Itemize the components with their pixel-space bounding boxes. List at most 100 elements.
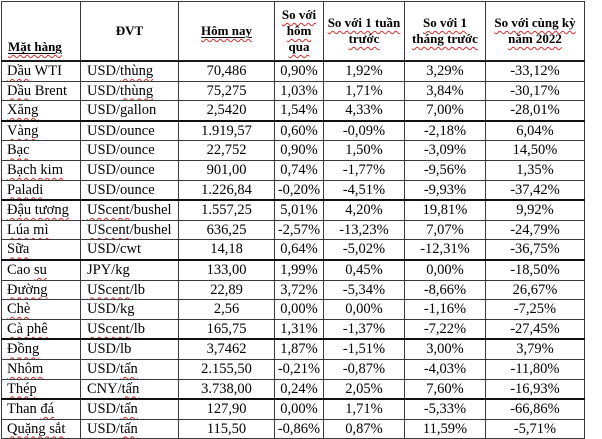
cell-unit: UScent/lb: [80, 279, 179, 301]
cell-vs-2022: 14,50%: [485, 140, 585, 161]
cell-today: 14,18: [178, 239, 275, 261]
col-header-vs-2022: So với cùng kỳ năm 2022: [485, 1, 585, 62]
cell-vs-yesterday: -0,86%: [274, 418, 324, 439]
cell-today: 3,7462: [178, 338, 275, 360]
cell-unit: USD/gallon: [80, 100, 179, 122]
spellcheck-underline: Nhôm: [7, 360, 44, 377]
cell-vs-yesterday: 0,24%: [274, 378, 324, 401]
cell-vs-yesterday: 0,90%: [274, 140, 324, 161]
table-row: Bạc USD/ounce 22,752 0,90% 1,50% -3,09% 14,50%: [1, 140, 585, 161]
cell-commodity: Chè: [1, 299, 81, 320]
table-row: Dầu WTI USD/thùng 70,486 0,90% 1,92% 3,29% -33…: [1, 60, 585, 82]
cell-unit: USD/lb: [80, 338, 179, 360]
cell-unit: USD/ounce: [80, 120, 179, 142]
table-row: Nhôm USD/tấn 2.155,50 -0,21% -0,87% -4,03% -11…: [1, 358, 585, 380]
cell-vs-2022: -33,12%: [485, 60, 585, 82]
spellcheck-underline: Sữa: [7, 241, 30, 258]
cell-unit: USD/ounce: [80, 179, 179, 202]
cell-unit: UScent/bushel: [80, 199, 179, 221]
cell-today: 22,89: [178, 279, 275, 301]
spellcheck-underline: Lúa mì: [7, 221, 49, 238]
spellcheck-underline: Vàng: [7, 122, 39, 139]
cell-vs-week: -5,02%: [323, 239, 405, 261]
spellcheck-underline: Dầu: [7, 82, 32, 99]
col-header-vs-week: So với 1 tuần trước: [323, 1, 405, 62]
spellcheck-underline: Paladi: [7, 181, 44, 198]
table-row: Đường UScent/lb 22,89 3,72% -5,34% -8,66% 26,6…: [1, 279, 585, 301]
cell-vs-yesterday: 0,64%: [274, 239, 324, 261]
cell-unit: USD/thùng: [80, 80, 179, 102]
cell-vs-month: -4,03%: [404, 358, 486, 380]
cell-vs-month: -3,09%: [404, 140, 486, 161]
table-row: Chè USD/kg 2,56 0,00% 0,00% -1,16% -7,25%: [1, 299, 585, 320]
cell-vs-2022: -7,25%: [485, 299, 585, 320]
cell-today: 2,56: [178, 299, 275, 320]
cell-vs-2022: -28,01%: [485, 100, 585, 122]
cell-commodity: Vàng: [1, 120, 81, 142]
cell-vs-month: -9,93%: [404, 179, 486, 202]
cell-vs-yesterday: -0,20%: [274, 179, 324, 202]
cell-vs-yesterday: 3,72%: [274, 279, 324, 301]
spellcheck-underline: UScent: [87, 320, 130, 337]
cell-commodity: Bạc: [1, 140, 81, 161]
cell-commodity: Dầu Brent: [1, 80, 81, 102]
cell-vs-week: -5,34%: [323, 279, 405, 301]
spellcheck-underline: đá: [40, 401, 55, 418]
cell-vs-week: -13,23%: [323, 219, 405, 241]
cell-vs-2022: -5,71%: [485, 418, 585, 439]
cell-unit: USD/ounce: [80, 159, 179, 181]
table-row: Cao su JPY/kg 133,00 1,99% 0,45% 0,00% -18,50%: [1, 259, 585, 281]
commodity-price-table: Mặt hàng ĐVT Hôm nay So với hôm qua So với 1…: [1, 1, 585, 439]
cell-vs-week: 0,45%: [323, 259, 405, 281]
spellcheck-underline: tấn: [120, 360, 138, 377]
cell-vs-yesterday: 0,00%: [274, 299, 324, 320]
cell-vs-2022: 3,79%: [485, 338, 585, 360]
cell-today: 133,00: [178, 259, 275, 281]
cell-vs-yesterday: 1,99%: [274, 259, 324, 281]
spellcheck-underline: Đường: [7, 281, 48, 298]
col-header-unit: ĐVT: [80, 1, 179, 62]
cell-vs-yesterday: 1,31%: [274, 318, 324, 341]
cell-vs-2022: 9,92%: [485, 199, 585, 221]
cell-unit: USD/ounce: [80, 140, 179, 161]
spellcheck-underline: tấn: [120, 401, 138, 418]
header-row: Mặt hàng ĐVT Hôm nay So với hôm qua So với 1…: [1, 1, 585, 62]
table-row: Vàng USD/ounce 1.919,57 0,60% -0,09% -2,18% 6,…: [1, 120, 585, 142]
cell-vs-month: 3,00%: [404, 338, 486, 360]
cell-vs-2022: -16,93%: [485, 378, 585, 401]
cell-today: 2,5420: [178, 100, 275, 122]
cell-vs-month: -7,22%: [404, 318, 486, 341]
cell-vs-week: 1,71%: [323, 80, 405, 102]
spellcheck-underline: Bạc: [7, 142, 30, 159]
cell-commodity: Cao su: [1, 259, 81, 281]
cell-vs-month: -9,56%: [404, 159, 486, 181]
cell-commodity: Quặng sắt: [1, 418, 81, 439]
cell-today: 1.226,84: [178, 179, 275, 202]
cell-today: 127,90: [178, 398, 275, 420]
cell-unit: USD/thùng: [80, 60, 179, 82]
cell-today: 70,486: [178, 60, 275, 82]
spellcheck-underline: Đậu tương: [7, 202, 69, 219]
spellcheck-underline: Cà phê: [7, 320, 48, 337]
spellcheck-underline: thùng: [120, 82, 154, 99]
cell-vs-2022: -27,45%: [485, 318, 585, 341]
table-row: Than đá USD/tấn 127,90 0,00% 1,71% -5,33% -66,…: [1, 398, 585, 420]
table-row: Quặng sắt USD/tấn 115,50 -0,86% 0,87% 11,59% -…: [1, 418, 585, 439]
col-header-vs-yesterday: So với hôm qua: [274, 1, 324, 62]
cell-today: 75,275: [178, 80, 275, 102]
spellcheck-underline: Dầu: [7, 63, 32, 80]
cell-commodity: Than đá: [1, 398, 81, 420]
cell-vs-month: 7,00%: [404, 100, 486, 122]
spellcheck-underline: UScent: [87, 202, 130, 219]
cell-vs-month: 7,60%: [404, 378, 486, 401]
table-row: Đậu tương UScent/bushel 1.557,25 5,01% 4,20%…: [1, 199, 585, 221]
cell-commodity: Đường: [1, 279, 81, 301]
spellcheck-underline: Đồng: [7, 341, 40, 358]
cell-unit: USD/cwt: [80, 239, 179, 261]
cell-commodity: Sữa: [1, 239, 81, 261]
cell-commodity: Cà phê: [1, 318, 81, 341]
cell-vs-yesterday: 1,87%: [274, 338, 324, 360]
cell-vs-2022: -11,80%: [485, 358, 585, 380]
cell-commodity: Đồng: [1, 338, 81, 360]
